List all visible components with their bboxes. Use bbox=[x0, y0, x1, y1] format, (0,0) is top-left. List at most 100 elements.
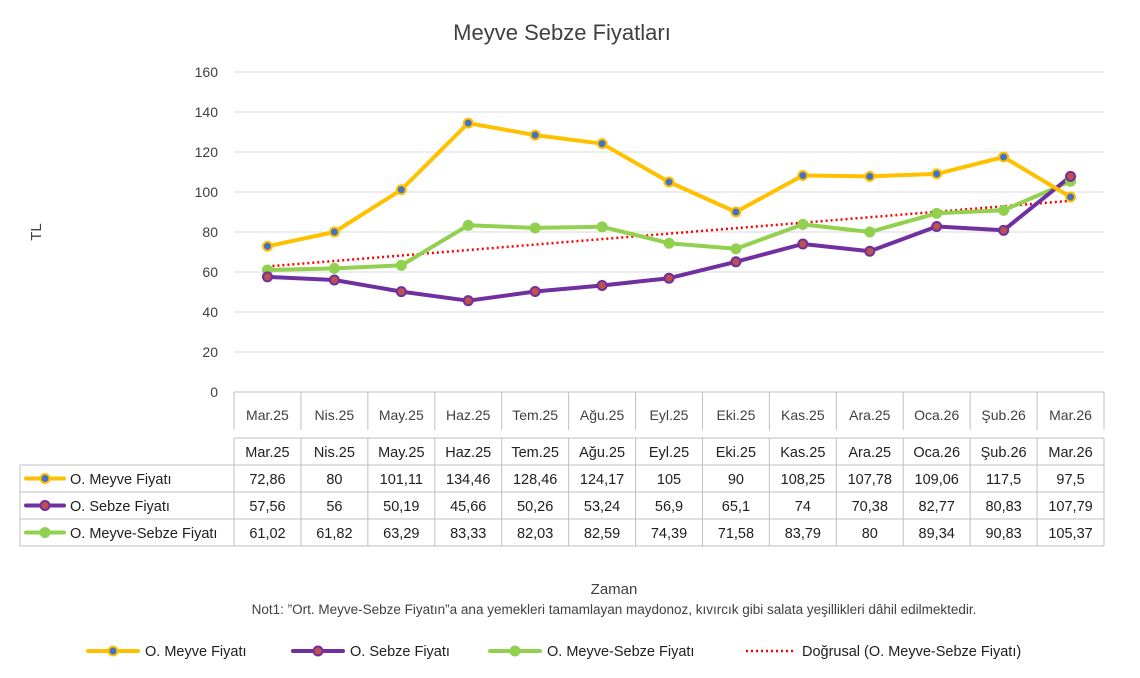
table-value-cell: 80 bbox=[862, 526, 878, 542]
table-value-cell: 63,29 bbox=[383, 526, 419, 542]
series-1-point bbox=[663, 272, 675, 284]
table-header-cell: Ara.25 bbox=[848, 445, 891, 461]
table-value-cell: 108,25 bbox=[781, 472, 825, 488]
table-header-cell: Haz.25 bbox=[445, 445, 491, 461]
series-1-point bbox=[1065, 170, 1077, 182]
x-tick-label: Nis.25 bbox=[315, 407, 355, 423]
series-0-point bbox=[797, 170, 809, 181]
y-tick-label-40: 40 bbox=[202, 304, 218, 320]
y-tick-label-0: 0 bbox=[210, 384, 218, 400]
series-2-point bbox=[797, 218, 809, 230]
table-legend-key-marker bbox=[39, 473, 51, 484]
table-value-cell: 134,46 bbox=[446, 472, 490, 488]
series-1-point bbox=[328, 274, 340, 286]
series-1-point bbox=[395, 286, 407, 298]
x-tick-labels: Mar.25 Nis.25 May.25 Haz.25 Tem.25 Ağu.25 Eyl.… bbox=[246, 407, 1092, 423]
table-value-cell: 105 bbox=[657, 472, 681, 488]
table-header-cell: Mar.26 bbox=[1048, 445, 1092, 461]
series-2-point bbox=[529, 222, 541, 234]
table-header-cell: Eyl.25 bbox=[649, 445, 689, 461]
trendline-layer bbox=[267, 199, 1071, 268]
x-tick-label: Haz.25 bbox=[446, 407, 491, 423]
table-value-cell: 56,9 bbox=[655, 499, 683, 515]
y-tick-label-20: 20 bbox=[202, 344, 218, 360]
series-2-point bbox=[328, 262, 340, 274]
legend-key-marker-0 bbox=[107, 645, 119, 657]
series-0-point bbox=[663, 176, 675, 188]
y-tick-label-120: 120 bbox=[195, 144, 219, 160]
series-1-point bbox=[998, 224, 1010, 236]
table-value-cell: 89,34 bbox=[919, 526, 955, 542]
table-value-cell: 124,17 bbox=[580, 472, 624, 488]
table-value-cell: 80 bbox=[326, 472, 342, 488]
x-tick-label: Tem.25 bbox=[512, 407, 558, 423]
table-value-cell: 70,38 bbox=[852, 499, 888, 515]
table-value-cell: 50,19 bbox=[383, 499, 419, 515]
table-value-cell: 82,03 bbox=[517, 526, 553, 542]
legend-key-marker-1 bbox=[312, 645, 324, 657]
series-0-point bbox=[529, 129, 541, 141]
table-header-cell: Şub.26 bbox=[981, 445, 1027, 461]
legend-label-2: O. Meyve-Sebze Fiyatı bbox=[547, 644, 694, 660]
x-tick-label: Mar.25 bbox=[246, 407, 289, 423]
series-2-point bbox=[931, 207, 943, 219]
table-value-cell: 107,79 bbox=[1048, 499, 1092, 515]
series-0-point bbox=[462, 117, 474, 129]
x-tick-label: May.25 bbox=[379, 407, 424, 423]
x-axis-label: Zaman bbox=[591, 581, 638, 598]
series-2-point bbox=[596, 221, 608, 233]
y-axis-label: TL bbox=[28, 223, 45, 241]
series-1-point bbox=[462, 295, 474, 307]
table-value-cell: 128,46 bbox=[513, 472, 557, 488]
table-value-cell: 74,39 bbox=[651, 526, 687, 542]
series-0-point bbox=[261, 240, 273, 252]
series-0-point bbox=[596, 138, 608, 150]
series-0-point bbox=[730, 206, 742, 218]
x-tick-label: Ara.25 bbox=[849, 407, 890, 423]
legend-label-trendline: Doğrusal (O. Meyve-Sebze Fiyatı) bbox=[802, 644, 1021, 660]
table-value-cell: 83,79 bbox=[785, 526, 821, 542]
series-0-point bbox=[328, 226, 340, 238]
legend-key-marker-2 bbox=[509, 645, 521, 657]
series-1-point bbox=[931, 220, 943, 232]
y-tick-label-60: 60 bbox=[202, 264, 218, 280]
series-2-point bbox=[663, 237, 675, 249]
table-legend-key-marker bbox=[39, 527, 51, 538]
series-2-point bbox=[395, 259, 407, 271]
series-2-point bbox=[730, 243, 742, 255]
table-value-cell: 56 bbox=[326, 499, 342, 515]
series-1-point bbox=[797, 238, 809, 250]
table-header-cell: Kas.25 bbox=[780, 445, 825, 461]
table-value-cell: 65,1 bbox=[722, 499, 750, 515]
table-row-label: O. Sebze Fiyatı bbox=[70, 499, 170, 515]
table-value-cell: 53,24 bbox=[584, 499, 620, 515]
series-0-point bbox=[998, 151, 1010, 163]
data-table: Mar.25 Nis.25 May.25 Haz.25 Tem.25 Ağu.25 Eyl.… bbox=[19, 437, 1105, 547]
table-value-cell: 83,33 bbox=[450, 526, 486, 542]
table-value-cell: 90,83 bbox=[985, 526, 1021, 542]
legend: O. Meyve Fiyatı O. Sebze Fiyatı O. Meyve-S… bbox=[86, 644, 1021, 660]
table-value-cell: 107,78 bbox=[848, 472, 892, 488]
series-0-point bbox=[395, 184, 407, 196]
table-value-cell: 71,58 bbox=[718, 526, 754, 542]
series-2-point bbox=[462, 219, 474, 231]
series-2-point bbox=[998, 204, 1010, 216]
table-header-cell: Mar.25 bbox=[245, 445, 289, 461]
trendline bbox=[267, 199, 1071, 268]
table-value-cell: 105,37 bbox=[1048, 526, 1092, 542]
series-0-point bbox=[1065, 191, 1077, 203]
series-1-point bbox=[864, 245, 876, 257]
legend-label-0: O. Meyve Fiyatı bbox=[145, 644, 247, 660]
series-0-point bbox=[864, 170, 876, 182]
y-tick-labels: 0 20 40 60 80 100 120 140 160 bbox=[195, 64, 219, 400]
table-header-cell: Ağu.25 bbox=[579, 445, 625, 461]
series-1-point bbox=[261, 271, 273, 283]
x-tick-label: Ağu.25 bbox=[580, 407, 625, 423]
table-row-label: O. Meyve Fiyatı bbox=[70, 472, 172, 488]
table-value-cell: 80,83 bbox=[985, 499, 1021, 515]
gridlines bbox=[233, 71, 1105, 430]
table-header-cell: Oca.26 bbox=[913, 445, 960, 461]
table-value-cell: 101,11 bbox=[380, 472, 423, 488]
table-value-cell: 61,82 bbox=[316, 526, 352, 542]
